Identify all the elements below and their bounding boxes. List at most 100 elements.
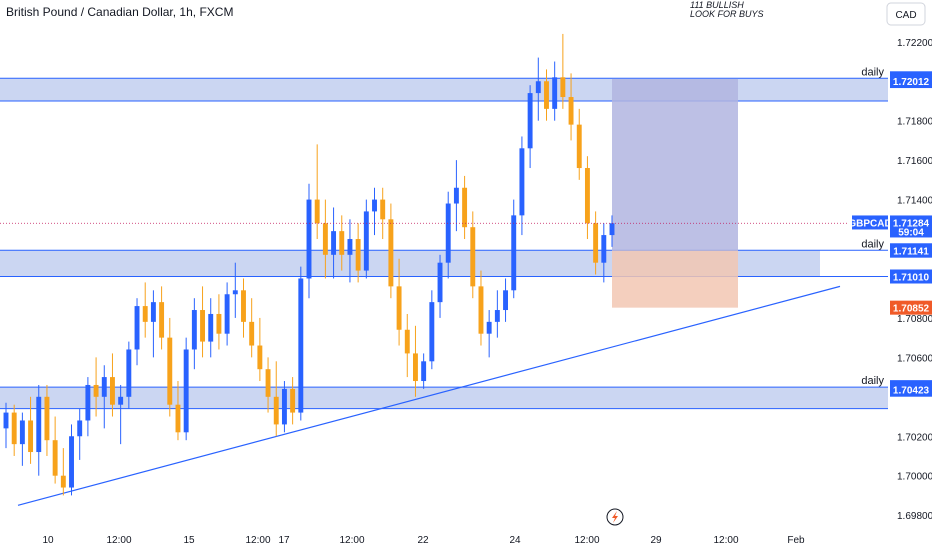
candle-body — [232, 290, 238, 295]
candle — [552, 61, 558, 121]
candle — [363, 199, 369, 279]
candle — [44, 384, 50, 456]
demand-zone — [0, 78, 888, 101]
x-tick-label: Feb — [787, 535, 805, 546]
candle-body — [380, 199, 386, 220]
candle — [437, 254, 443, 318]
candle — [159, 286, 165, 350]
zone-tag: 1.72012 — [890, 74, 932, 89]
price-tag-bg — [890, 243, 932, 258]
y-tick-label: 1.70800 — [897, 314, 932, 325]
candle-body — [101, 377, 107, 397]
candle — [183, 337, 189, 441]
candle — [69, 424, 74, 496]
candle-body — [568, 97, 574, 125]
candle — [462, 175, 468, 240]
x-tick-label: 24 — [509, 535, 521, 546]
candle-body — [462, 187, 468, 228]
trendline-layer — [17, 285, 841, 506]
candle-body — [290, 388, 296, 413]
candle — [19, 412, 25, 466]
countdown-text: 59:04 — [898, 227, 924, 238]
candle-body — [85, 384, 91, 421]
y-tick-label: 1.71600 — [897, 156, 932, 167]
candle — [265, 357, 271, 413]
chart-title: British Pound / Canadian Dollar, 1h, FXC… — [6, 5, 233, 19]
candle — [609, 215, 615, 247]
candle — [372, 187, 377, 236]
entry-price-tag: 1.71141 — [890, 243, 932, 258]
candle-body — [437, 262, 443, 303]
candle-body — [453, 187, 459, 204]
candle-body — [126, 349, 132, 397]
candle-body — [314, 199, 320, 224]
y-tick-label: 1.71400 — [897, 196, 932, 207]
candle — [568, 73, 574, 141]
candle-body — [609, 223, 615, 236]
candle-body — [372, 199, 377, 212]
candle — [224, 282, 230, 346]
candle-body — [257, 345, 263, 370]
y-tick-label: 1.69800 — [897, 511, 932, 522]
candle — [519, 136, 525, 236]
candle-body — [478, 286, 484, 334]
price-tag-text: 1.72012 — [893, 77, 930, 88]
price-tag-text: 1.70852 — [893, 304, 930, 315]
currency-button[interactable]: CAD — [886, 2, 926, 26]
candle-body — [421, 361, 427, 382]
candle-body — [560, 77, 566, 98]
candle — [241, 278, 246, 338]
candle — [478, 270, 484, 346]
current-price-bg — [890, 215, 932, 238]
candle — [511, 199, 517, 299]
candle-body — [19, 420, 25, 445]
stop-area — [612, 250, 738, 308]
zone-label: daily — [861, 238, 884, 250]
candle-body — [388, 219, 394, 287]
candle-body — [404, 329, 410, 354]
candle-body — [150, 302, 156, 322]
x-tick-label: 22 — [417, 535, 429, 546]
candle — [380, 187, 386, 240]
zone-tag: 1.70423 — [890, 382, 932, 397]
candle-body — [241, 290, 246, 322]
candle — [167, 317, 173, 417]
price-tag-bg — [890, 300, 932, 315]
candle-body — [36, 396, 42, 453]
candle — [355, 223, 361, 283]
x-tick-label: 10 — [42, 535, 54, 546]
candle — [175, 381, 181, 441]
candle — [216, 294, 222, 350]
x-tick-label: 12:00 — [713, 535, 738, 546]
candle-body — [3, 412, 9, 429]
candle — [593, 211, 599, 275]
candle — [339, 215, 345, 271]
candle-body — [134, 306, 140, 350]
candle-body — [593, 223, 599, 263]
candle — [413, 325, 418, 397]
position-layer — [612, 78, 738, 308]
candle-body — [331, 231, 337, 255]
symbol-tag-text: GBPCAD — [848, 218, 891, 229]
candle-body — [503, 290, 508, 311]
y-tick-label: 1.72200 — [897, 38, 932, 49]
x-tick-label: 29 — [650, 535, 662, 546]
candle-body — [52, 440, 58, 476]
candle — [200, 286, 205, 358]
time-axis: 10 12:00 15 12:00 17 12:00 22 24 12:00 29 12:00 Feb — [42, 535, 805, 546]
candle-body — [208, 313, 214, 342]
candle — [85, 377, 91, 437]
y-tick-label: 1.70600 — [897, 353, 932, 364]
lightning-icon[interactable] — [606, 508, 624, 526]
candle — [388, 203, 394, 299]
x-tick-label: 12:00 — [339, 535, 364, 546]
candle-body — [28, 420, 34, 453]
candle — [527, 85, 533, 169]
candle — [191, 298, 197, 370]
candle-body — [601, 235, 607, 263]
candle — [486, 310, 492, 358]
candle — [273, 361, 279, 437]
candle — [3, 402, 9, 449]
candle — [453, 160, 459, 232]
